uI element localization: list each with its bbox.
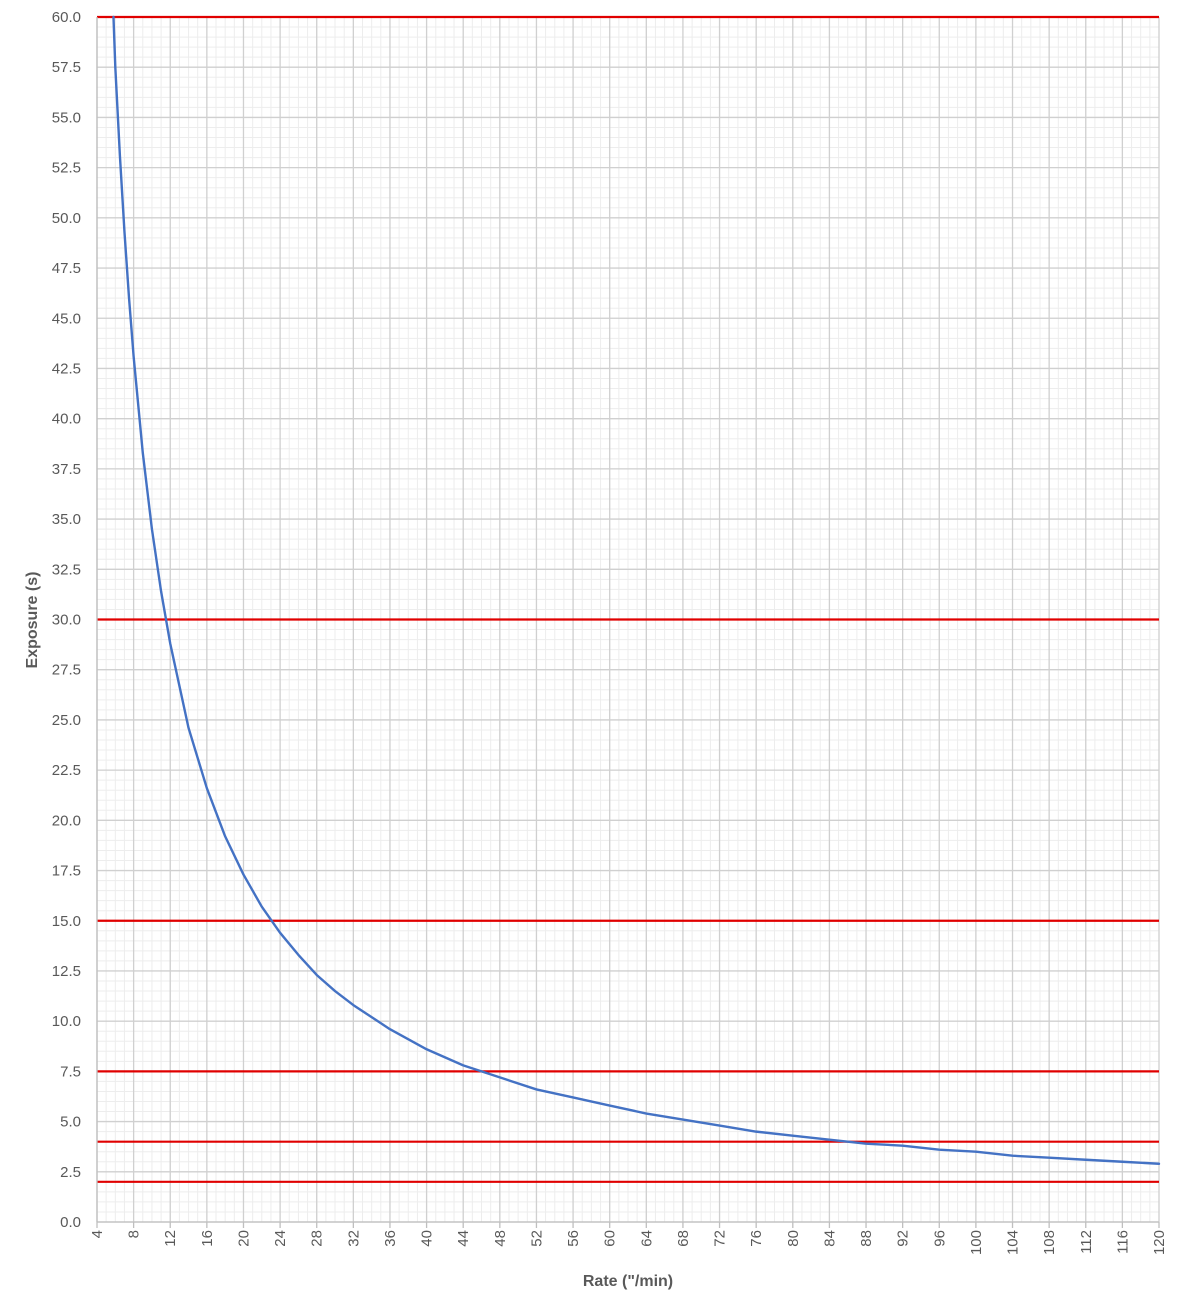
x-tick-label: 64 [638, 1230, 655, 1247]
x-tick-label: 4 [89, 1230, 106, 1238]
y-tick-label: 40.0 [52, 411, 81, 428]
y-tick-label: 42.5 [52, 360, 81, 377]
x-tick-label: 96 [931, 1230, 948, 1247]
y-tick-label: 7.5 [60, 1063, 81, 1080]
x-tick-label: 104 [1005, 1230, 1022, 1255]
x-tick-label: 116 [1114, 1230, 1131, 1254]
series-group [112, 15, 1161, 1165]
x-tick-label: 52 [528, 1230, 545, 1247]
x-tick-label: 88 [858, 1230, 875, 1247]
x-tick-label: 60 [602, 1230, 619, 1247]
x-tick-label: 24 [272, 1230, 289, 1247]
y-tick-label: 55.0 [52, 109, 81, 126]
x-tick-label: 68 [675, 1230, 692, 1247]
x-tick-label: 48 [492, 1230, 509, 1247]
x-tick-label: 72 [712, 1230, 729, 1247]
y-tick-label: 35.0 [52, 511, 81, 528]
x-axis-title: Rate ("/min) [583, 1273, 673, 1290]
x-tick-label: 40 [419, 1230, 436, 1247]
y-tick-labels: 0.0 2.5 5.0 7.5 10.0 12.5 15.0 17.5 20.0 22.5 25.0… [52, 9, 81, 1231]
y-tick-label: 27.5 [52, 662, 81, 679]
reference-lines [97, 15, 1159, 1183]
x-tick-label: 56 [565, 1230, 582, 1247]
x-tick-labels: 4 8 12 16 20 24 28 32 36 40 44 48 52 56 60 64 68 72 76 80 84… [89, 1230, 1168, 1255]
x-tick-label: 32 [345, 1230, 362, 1247]
y-tick-label: 52.5 [52, 160, 81, 177]
y-axis-title: Exposure (s) [24, 572, 41, 669]
x-tick-label: 12 [162, 1230, 179, 1247]
y-tick-label: 2.5 [60, 1164, 81, 1181]
y-tick-label: 60.0 [52, 9, 81, 26]
y-tick-label: 17.5 [52, 863, 81, 880]
y-tick-label: 15.0 [52, 913, 81, 930]
x-tick-label: 44 [455, 1230, 472, 1247]
y-tick-label: 12.5 [52, 963, 81, 980]
y-tick-label: 30.0 [52, 612, 81, 629]
y-tick-label: 37.5 [52, 461, 81, 478]
x-tick-label: 8 [126, 1230, 143, 1238]
y-tick-label: 5.0 [60, 1114, 81, 1131]
y-tick-label: 10.0 [52, 1013, 81, 1030]
y-tick-label: 22.5 [52, 762, 81, 779]
x-tick-label: 108 [1041, 1230, 1058, 1255]
y-tick-label: 20.0 [52, 812, 81, 829]
x-tick-label: 120 [1151, 1230, 1168, 1255]
y-tick-label: 0.0 [60, 1214, 81, 1231]
x-tick-label: 16 [199, 1230, 216, 1247]
x-tick-label: 28 [309, 1230, 326, 1247]
y-tick-label: 47.5 [52, 260, 81, 277]
x-tick-label: 80 [785, 1230, 802, 1247]
y-tick-label: 50.0 [52, 210, 81, 227]
x-tick-label: 20 [235, 1230, 252, 1247]
x-tick-label: 84 [821, 1230, 838, 1247]
y-tick-label: 32.5 [52, 561, 81, 578]
x-tick-label: 112 [1078, 1230, 1095, 1254]
y-tick-label: 25.0 [52, 712, 81, 729]
x-tick-label: 92 [895, 1230, 912, 1247]
y-tick-label: 45.0 [52, 310, 81, 327]
y-tick-label: 57.5 [52, 59, 81, 76]
series-line [112, 15, 1161, 1165]
x-tick-label: 100 [968, 1230, 985, 1255]
x-tick-label: 76 [748, 1230, 765, 1247]
x-tick-label: 36 [382, 1230, 399, 1247]
axes [96, 17, 1160, 1228]
